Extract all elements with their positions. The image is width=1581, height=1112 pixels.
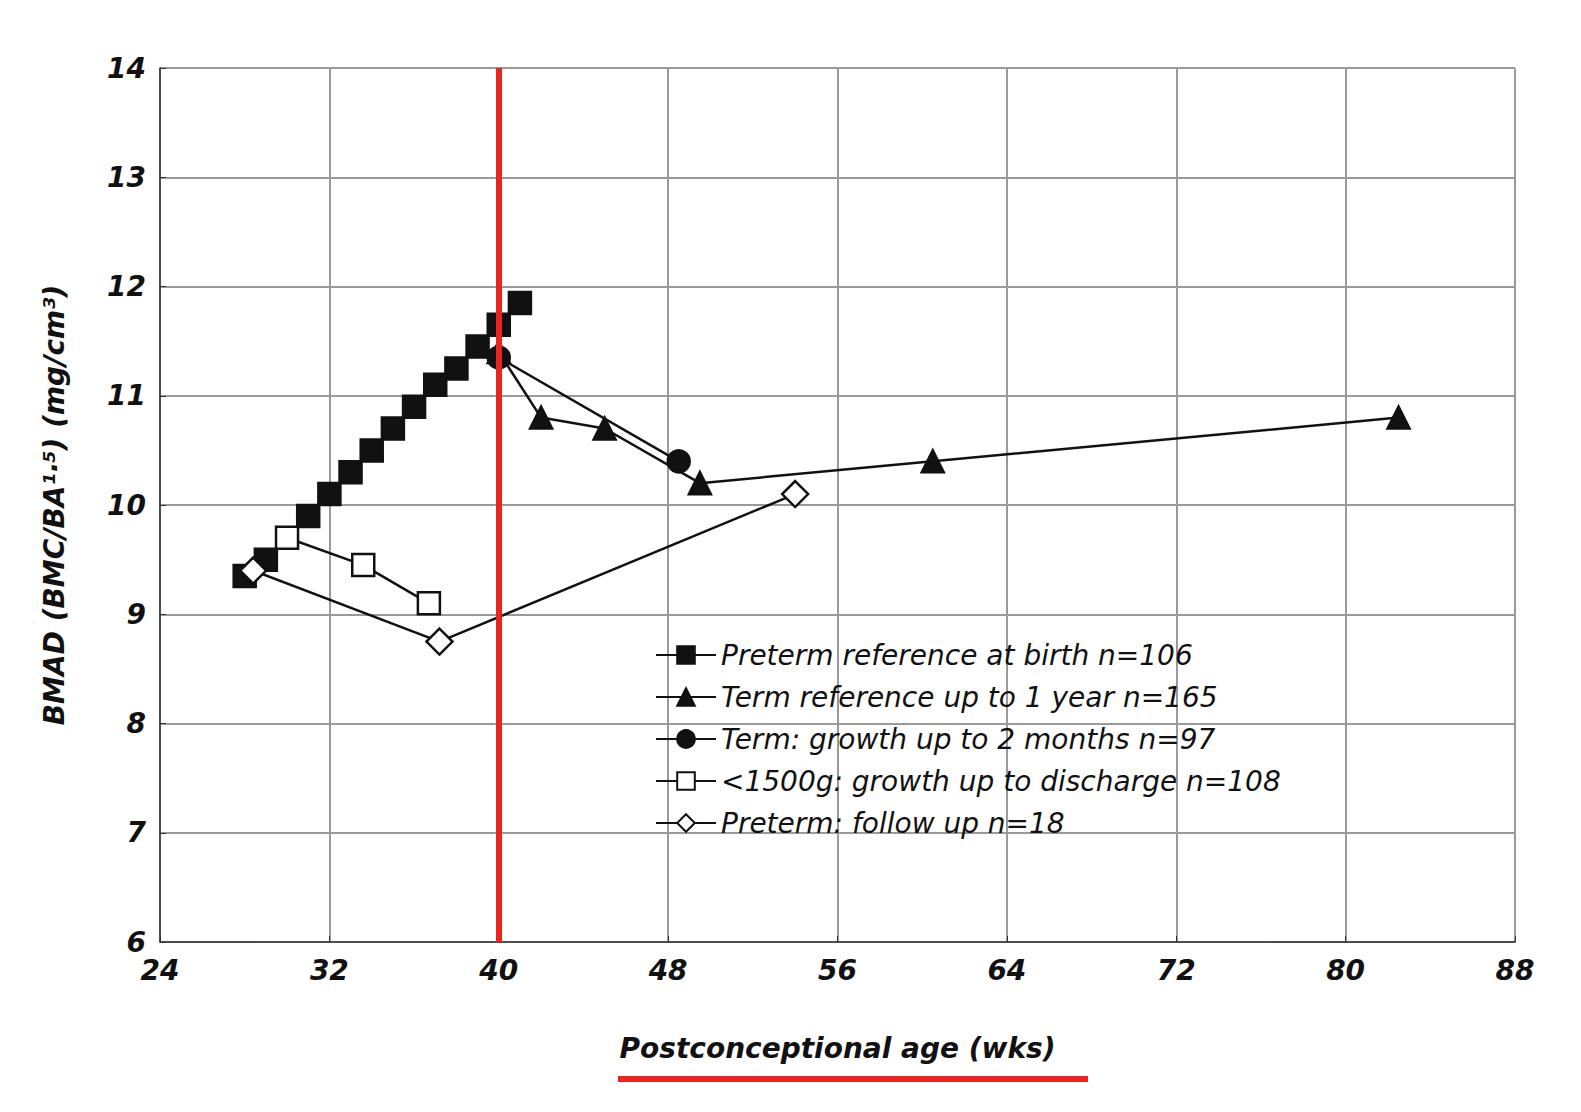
svg-text:88: 88 — [1496, 954, 1535, 987]
svg-text:Preterm reference at birth n=1: Preterm reference at birth n=106 — [721, 639, 1193, 672]
svg-text:80: 80 — [1326, 954, 1365, 987]
svg-text:64: 64 — [987, 954, 1026, 987]
svg-text:Preterm: follow up n=18: Preterm: follow up n=18 — [721, 807, 1065, 840]
svg-text:32: 32 — [310, 954, 349, 987]
svg-text:72: 72 — [1157, 954, 1196, 987]
svg-text:9: 9 — [127, 598, 146, 631]
svg-text:<1500g: growth up to discharge: <1500g: growth up to discharge n=108 — [721, 765, 1281, 798]
svg-text:7: 7 — [127, 816, 147, 849]
svg-text:Postconceptional age (wks): Postconceptional age (wks) — [619, 1032, 1055, 1065]
svg-text:BMAD (BMC/BA¹·⁵) (mg/cm³): BMAD (BMC/BA¹·⁵) (mg/cm³) — [38, 285, 71, 725]
svg-text:12: 12 — [107, 270, 146, 303]
svg-text:24: 24 — [141, 954, 180, 987]
svg-text:14: 14 — [107, 52, 146, 85]
svg-text:Term reference up to 1 year n=: Term reference up to 1 year n=165 — [721, 681, 1218, 714]
svg-text:40: 40 — [478, 954, 518, 987]
svg-text:13: 13 — [107, 161, 146, 194]
svg-text:Term: growth up to 2 months n=: Term: growth up to 2 months n=97 — [721, 723, 1215, 756]
svg-text:6: 6 — [126, 925, 146, 959]
svg-text:11: 11 — [107, 379, 146, 412]
svg-text:48: 48 — [648, 954, 688, 987]
svg-text:10: 10 — [107, 489, 146, 522]
svg-text:56: 56 — [818, 954, 857, 987]
svg-text:8: 8 — [127, 707, 146, 740]
